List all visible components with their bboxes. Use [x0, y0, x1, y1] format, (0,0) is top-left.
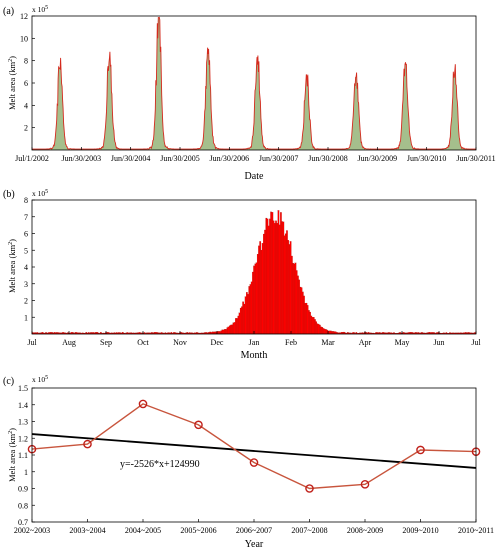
panel-b-x-tick-label: Apr	[359, 338, 372, 347]
panel-c-x-tick-label: 2007~2008	[291, 526, 327, 535]
panel-a-x-tick-label: Jun/30/2004	[111, 154, 151, 163]
panel-c-x-tick-label: 2010~2011	[458, 526, 494, 535]
panel-c-point	[194, 420, 203, 430]
panel-c-y-tick-label: 1	[24, 468, 28, 477]
panel-c-x-ticks: 2002~2003 2003~2004 2004~2005 2005~2006 2006…	[14, 519, 494, 535]
panel-c: (c) x 105 y=-2526*x+124990 0.7 0.8 0.9 1 1.1…	[3, 375, 494, 550]
panel-c-x-tick-label: 2002~2003	[14, 526, 50, 535]
panel-c-point	[416, 445, 425, 455]
panel-b-x-tick-label: Jul	[27, 338, 37, 347]
panel-a-x-tick-label: Jun/30/2005	[160, 154, 200, 163]
panel-a-y-tick-label: 10	[20, 34, 28, 43]
panel-a-x-label: Date	[245, 171, 264, 182]
panel-b-bars	[31, 210, 477, 335]
panel-b-x-tick-label: Jul	[471, 338, 481, 347]
panel-c-x-tick-label: 2008~2009	[347, 526, 383, 535]
panel-a-x-tick-label: Jun/30/2007	[259, 154, 299, 163]
panel-b-multiplier: x 105	[32, 189, 48, 198]
panel-b-x-tick-label: Oct	[137, 338, 149, 347]
panel-c-point	[83, 439, 92, 449]
panel-c-x-tick-label: 2009~2010	[402, 526, 438, 535]
panel-c-point	[305, 484, 314, 493]
panel-b-x-tick-label: Jan	[249, 338, 260, 347]
panel-c-trend-line	[31, 433, 477, 469]
panel-b-x-tick-label: Nov	[173, 338, 187, 347]
panel-a-series-line	[32, 16, 476, 150]
panel-b-x-tick-label: Sep	[100, 338, 112, 347]
panel-c-trend-equation: y=-2526*x+124990	[120, 459, 200, 470]
panel-c-series-line	[31, 403, 477, 490]
panel-b-y-tick-label: 1	[24, 313, 28, 322]
panel-b-y-tick-label: 4	[24, 263, 28, 272]
panel-a-y-tick-label: 8	[24, 57, 28, 66]
panel-a-x-tick-label: Jul/1/2002	[15, 154, 49, 163]
panel-b-x-tick-label: Mar	[321, 338, 335, 347]
panel-a-x-tick-label: Jun/30/2008	[308, 154, 348, 163]
panel-c-point	[249, 458, 259, 467]
panel-c-x-tick-label: 2006~2007	[236, 526, 272, 535]
panel-a-y-ticks: 2 4 6 8 10 12	[20, 12, 35, 133]
panel-c-y-label: Melt area (km2)	[7, 428, 17, 482]
panel-b-label: (b)	[3, 189, 15, 200]
panel-b-y-tick-label: 7	[24, 213, 28, 222]
panel-c-point	[138, 399, 148, 409]
panel-c-x-tick-label: 2003~2004	[69, 526, 105, 535]
panel-b-x-tick-label: May	[395, 338, 410, 347]
panel-b-x-ticks: Jul Aug Sep Oct Nov Dec Jan Feb Mar Apr May Jun Jul	[27, 331, 481, 347]
panel-c-y-ticks: 0.7 0.8 0.9 1 1.1 1.2 1.3 1.4 1.5	[18, 384, 35, 527]
panel-b-y-tick-label: 3	[24, 280, 28, 289]
panel-b-x-tick-label: Feb	[285, 338, 297, 347]
panel-c-y-tick-label: 1.3	[18, 418, 28, 427]
panel-c-x-tick-label: 2004~2005	[125, 526, 161, 535]
panel-a-label: (a)	[3, 6, 14, 17]
panel-a-y-tick-label: 2	[24, 124, 28, 133]
panel-a-multiplier: x 105	[32, 5, 48, 14]
panel-c-y-tick-label: 1.5	[18, 384, 28, 393]
panel-c-y-tick-label: 0.7	[18, 518, 28, 527]
panel-b-x-tick-label: Aug	[62, 338, 76, 347]
panel-b-y-label: Melt area (km2)	[7, 239, 17, 293]
panel-a-y-label: Melt area (km2)	[7, 56, 17, 110]
panel-a-x-tick-label: Jun/30/2011	[456, 154, 495, 163]
panel-b-y-ticks: 1 2 3 4 5 6 7 8	[24, 196, 35, 322]
panel-a-x-tick-label: Jun/30/2010	[407, 154, 447, 163]
panel-b-x-label: Month	[241, 350, 268, 361]
panel-c-frame	[31, 387, 477, 523]
panel-c-label: (c)	[3, 376, 14, 387]
panel-a-y-tick-label: 6	[24, 79, 28, 88]
panel-c-x-label: Year	[245, 539, 264, 550]
panel-a-x-tick-label: Jun/30/2009	[358, 154, 398, 163]
panel-a-x-tick-label: Jun/30/2003	[62, 154, 102, 163]
panel-c-y-tick-label: 0.8	[18, 501, 28, 510]
panel-b-y-tick-label: 2	[24, 297, 28, 306]
panel-c-point	[360, 480, 370, 489]
panel-b-x-tick-label: Jun	[433, 338, 444, 347]
panel-c-x-tick-label: 2005~2006	[180, 526, 216, 535]
panel-c-markers	[27, 399, 481, 493]
panel-c-y-tick-label: 1.1	[18, 451, 28, 460]
panel-b-y-tick-label: 5	[24, 246, 28, 255]
panel-c-multiplier: x 105	[32, 375, 48, 384]
panel-a: (a) x 105 2 4 6 8 10 12 Jul/1/2002 Jun/30/2003…	[3, 5, 496, 182]
panel-a-x-ticks: Jul/1/2002 Jun/30/2003 Jun/30/2004 Jun/30/2…	[15, 147, 496, 163]
panel-b-y-tick-label: 6	[24, 230, 28, 239]
panel-c-y-tick-label: 1.4	[18, 401, 28, 410]
panel-b: (b) x 105 1 2 3 4 5 6 7 8 Jul Aug Sep Oct Nov Dec Jan…	[3, 189, 481, 361]
panel-a-y-tick-label: 12	[20, 12, 28, 21]
panel-b-y-tick-label: 8	[24, 196, 28, 205]
panel-c-y-tick-label: 0.9	[18, 485, 28, 494]
panel-b-x-tick-label: Dec	[211, 338, 224, 347]
panel-a-x-tick-label: Jun/30/2006	[210, 154, 250, 163]
panel-a-y-tick-label: 4	[24, 101, 28, 110]
panel-c-y-tick-label: 1.2	[18, 434, 28, 443]
